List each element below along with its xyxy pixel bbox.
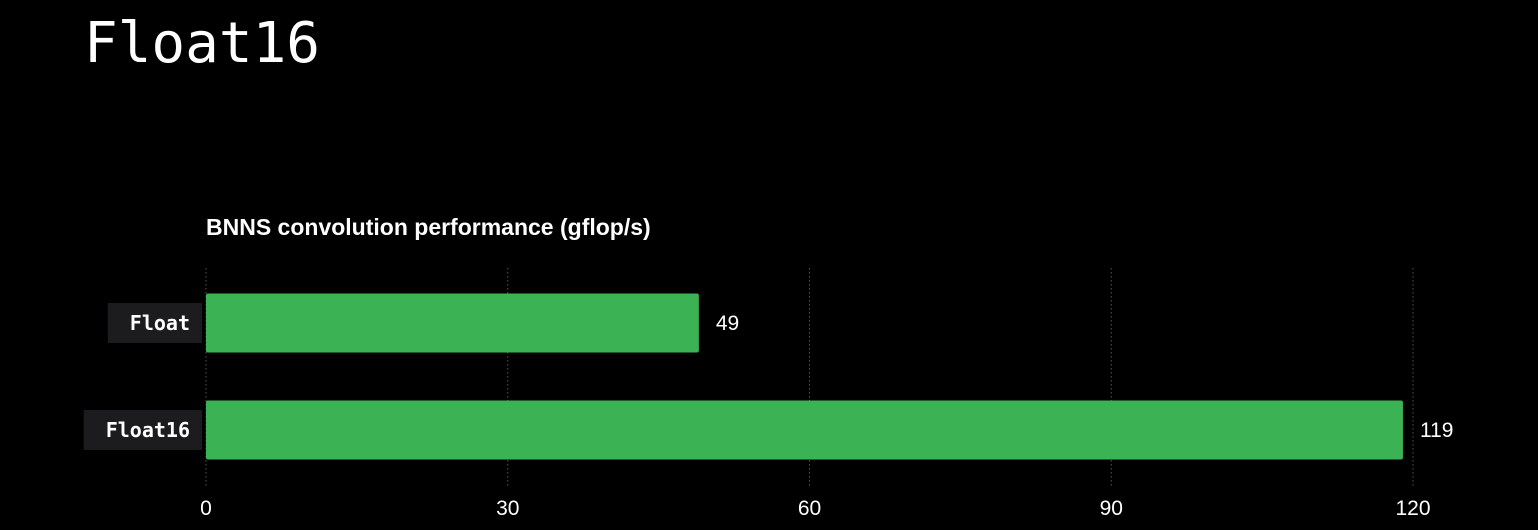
category-label-text: Float16 (106, 418, 190, 442)
value-labels: 49 119 (716, 312, 1454, 442)
chart-title: BNNS convolution performance (gflop/s) (206, 214, 651, 240)
bar-float (206, 293, 699, 353)
category-labels: Float Float16 (83, 303, 202, 450)
category-label-float16: Float16 (83, 410, 202, 450)
value-label-float: 49 (716, 312, 739, 335)
category-label-box (83, 410, 202, 450)
value-label-float16: 119 (1420, 419, 1453, 442)
slide-title: Float16 (84, 11, 321, 76)
x-tick-label-30: 30 (496, 497, 519, 520)
bars (206, 293, 1403, 460)
category-label-float: Float (107, 303, 202, 343)
x-axis-ticks: 0 30 60 90 120 (200, 497, 1430, 520)
category-label-text: Float (130, 311, 190, 335)
x-tick-label-60: 60 (798, 497, 821, 520)
x-tick-label-90: 90 (1100, 497, 1123, 520)
bar-float16 (206, 400, 1403, 460)
x-tick-label-120: 120 (1395, 497, 1430, 520)
category-label-box (107, 303, 202, 343)
x-tick-label-0: 0 (200, 497, 212, 520)
